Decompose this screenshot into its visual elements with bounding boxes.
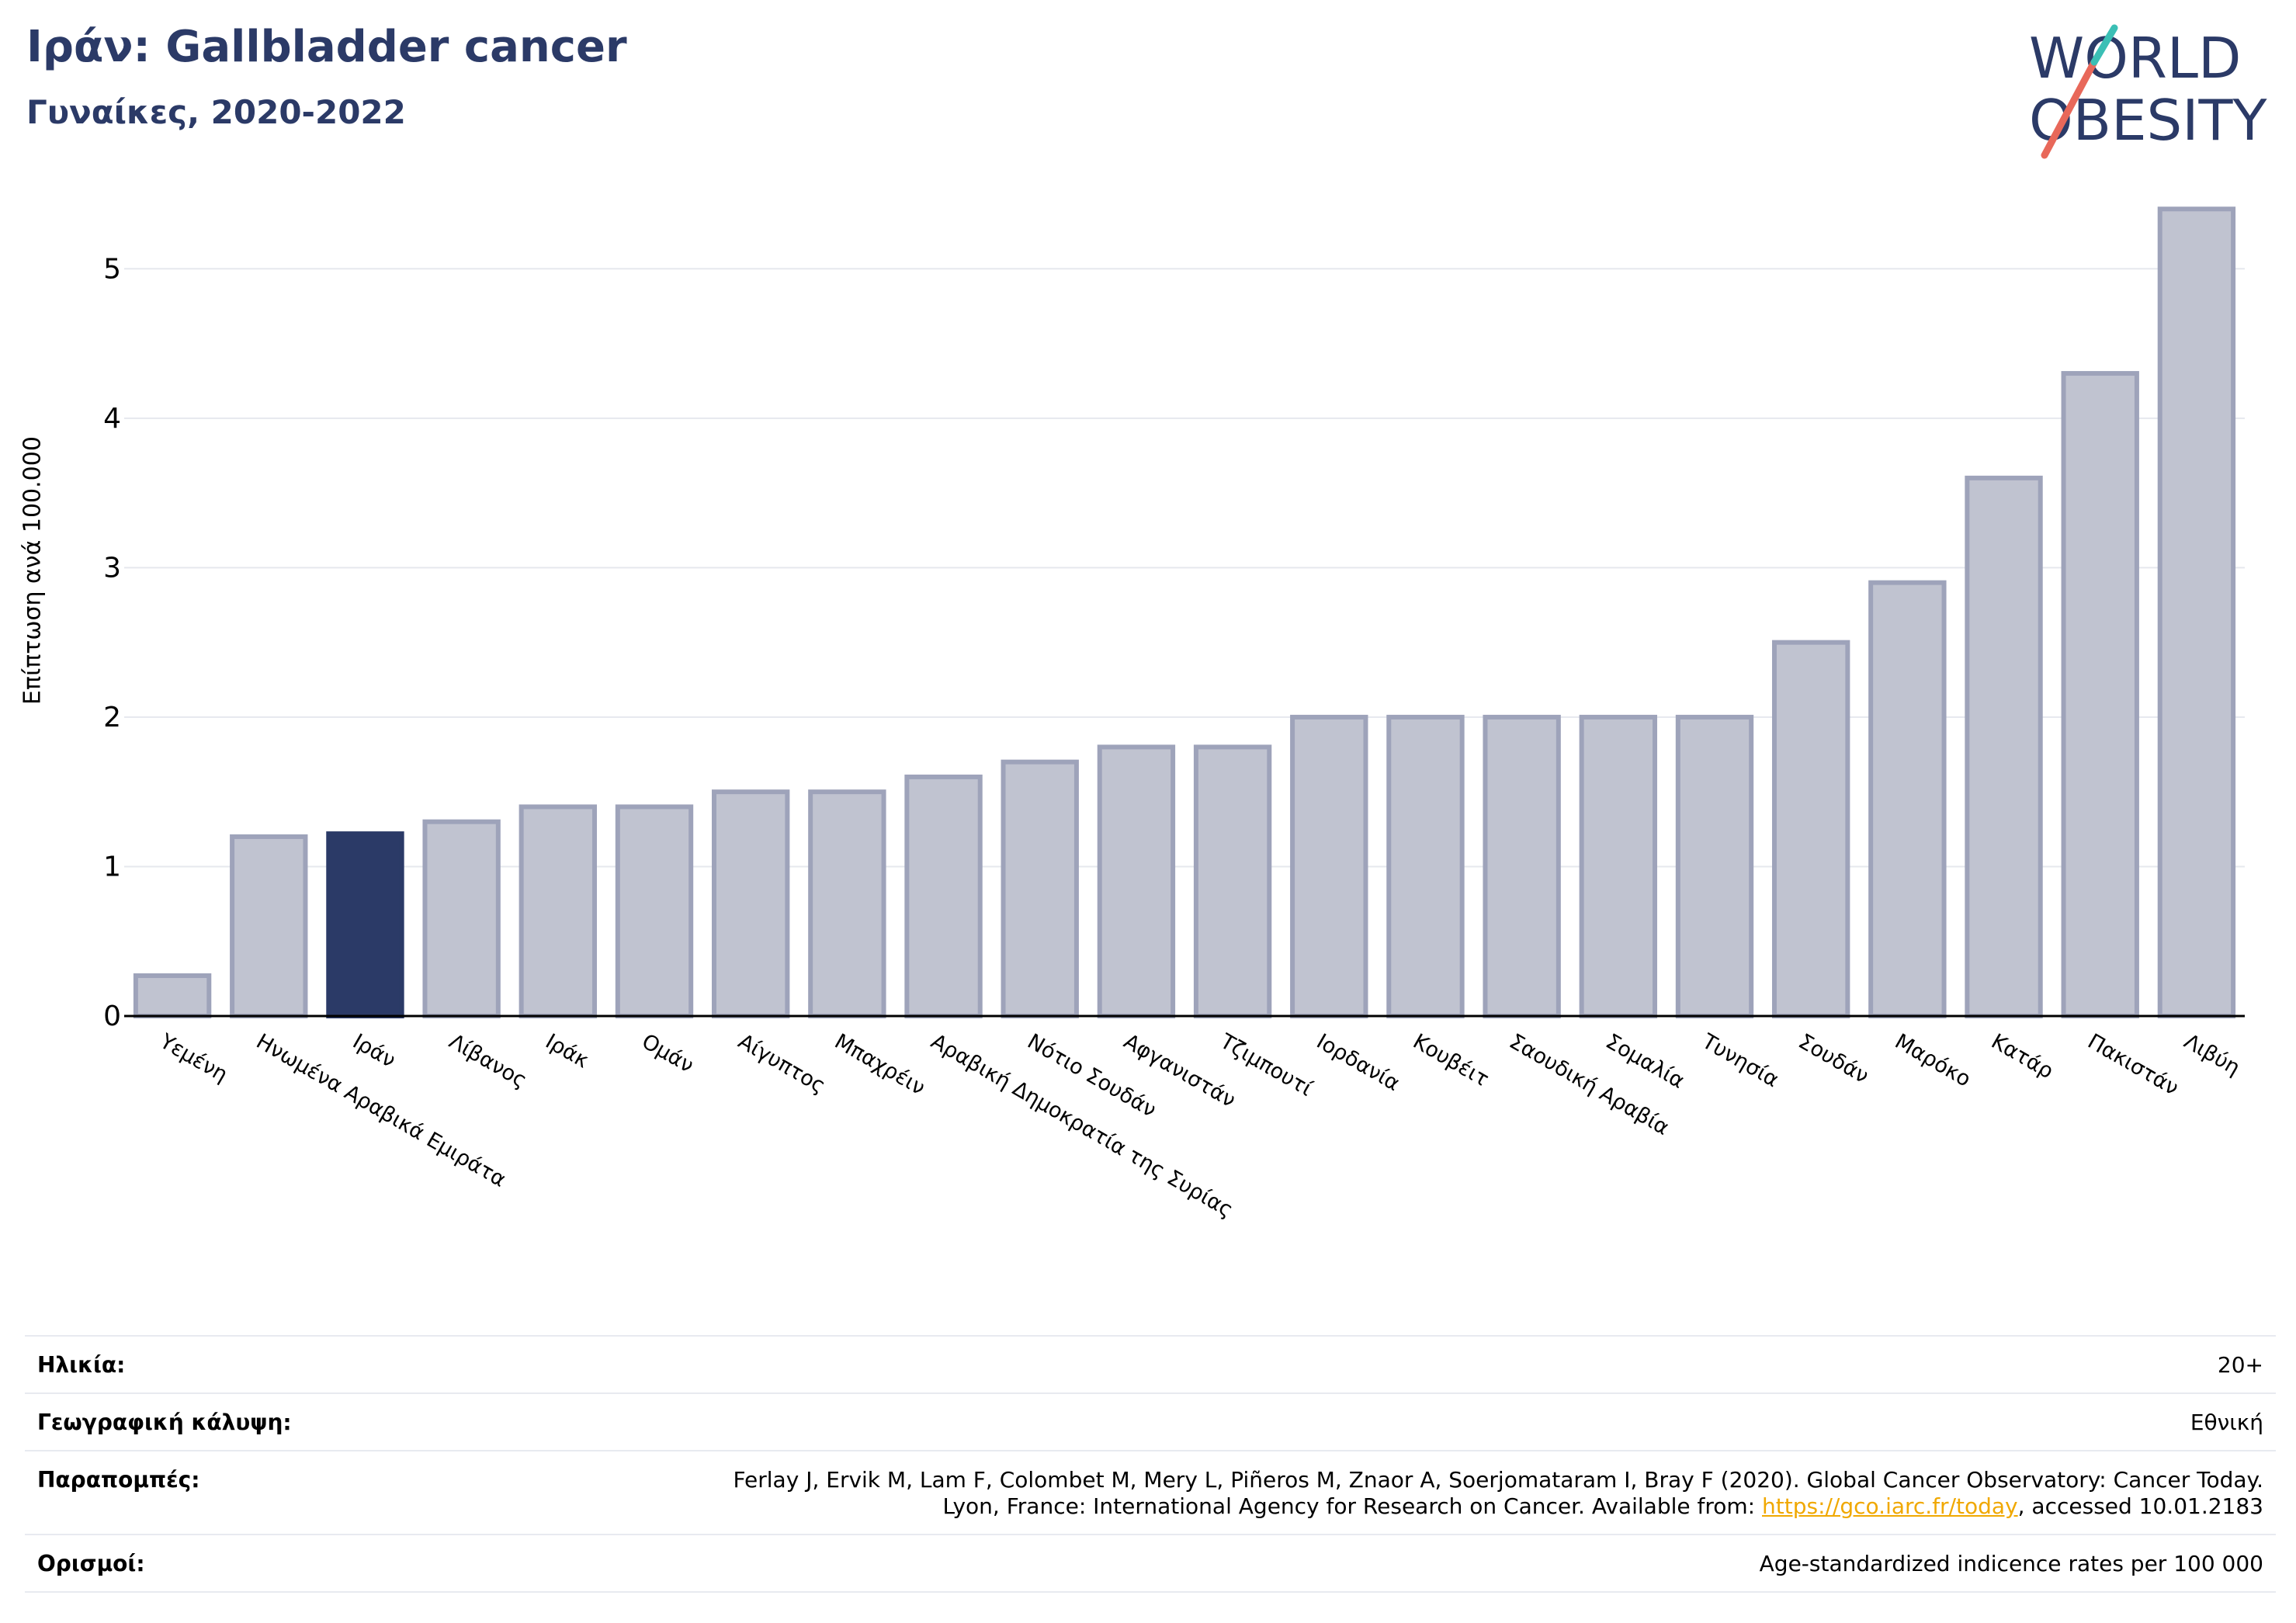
logo-slash-teal	[2090, 24, 2118, 66]
bar	[1193, 744, 1272, 1018]
meta-row-definitions: Ορισμοί: Age-standardized indicence rate…	[25, 1534, 2276, 1593]
meta-row-references: Παραπομπές: Ferlay J, Ervik M, Lam F, Co…	[25, 1450, 2276, 1534]
bar	[422, 819, 501, 1019]
x-tick-label: Λίβανος	[445, 1029, 531, 1093]
x-tick-label: Ιράν	[349, 1029, 400, 1073]
bar	[230, 834, 308, 1018]
x-tick-label: Τυνησία	[1698, 1029, 1783, 1093]
bar	[2061, 371, 2139, 1018]
y-tick-label: 1	[103, 851, 121, 883]
x-tick-label: Αίγυπτος	[734, 1029, 830, 1098]
references-line2-post: , accessed 10.01.2183	[2017, 1493, 2263, 1519]
bar	[711, 789, 790, 1018]
x-tick-label: Σαουδική Αραβία	[1505, 1029, 1673, 1140]
x-tick-label: Ιράκ	[541, 1029, 593, 1073]
bar	[133, 973, 212, 1018]
y-tick-label: 0	[103, 1001, 121, 1032]
bar	[1483, 714, 1561, 1019]
references-line1: Ferlay J, Ervik M, Lam F, Colombet M, Me…	[733, 1467, 2263, 1493]
meta-row-age: Ηλικία: 20+	[25, 1335, 2276, 1392]
y-tick-label: 3	[103, 552, 121, 584]
bar	[1771, 640, 1850, 1018]
references-line2-pre: Lyon, France: International Agency for R…	[942, 1493, 1762, 1519]
x-tick-label: Ομάν	[638, 1029, 698, 1078]
age-label: Ηλικία:	[37, 1352, 126, 1378]
bar	[1965, 475, 2043, 1018]
x-tick-label: Ιορδανία	[1313, 1029, 1404, 1096]
logo-line2: OBESITY	[2029, 88, 2267, 153]
bar	[1579, 714, 1658, 1019]
bar	[1290, 714, 1368, 1019]
x-tick-label: Σουδάν	[1795, 1029, 1873, 1088]
bar	[615, 804, 694, 1019]
x-tick-label: Υεμένη	[155, 1029, 232, 1087]
references-value: Ferlay J, Ervik M, Lam F, Colombet M, Me…	[733, 1467, 2263, 1520]
definitions-label: Ορισμοί:	[37, 1551, 145, 1576]
coverage-value: Εθνική	[2190, 1410, 2263, 1435]
x-tick-label: Λιβύη	[2180, 1029, 2244, 1080]
world-obesity-logo: WORLD OBESITY	[2029, 24, 2267, 159]
meta-row-coverage: Γεωγραφική κάλυψη: Εθνική	[25, 1392, 2276, 1450]
bar	[904, 774, 983, 1018]
y-tick-label: 5	[103, 253, 121, 285]
page-subtitle: Γυναίκες, 2020-2022	[26, 93, 406, 131]
x-tick-label: Κουβέιτ	[1409, 1029, 1493, 1091]
x-tick-label: Κατάρ	[1987, 1029, 2058, 1084]
page-title: Ιράν: Gallbladder cancer	[26, 22, 627, 72]
references-label: Παραπομπές:	[37, 1467, 200, 1493]
age-value: 20+	[2217, 1352, 2263, 1378]
bar	[1868, 580, 1947, 1018]
bar	[2157, 206, 2236, 1019]
logo-slash-red	[2041, 58, 2098, 159]
y-tick-label: 4	[103, 403, 121, 435]
bar	[1097, 744, 1176, 1018]
y-tick-label: 2	[103, 702, 121, 733]
x-tick-label: Σομαλία	[1601, 1029, 1688, 1094]
x-tick-label: Μπαχρέιν	[831, 1029, 929, 1100]
x-tick-label: Πακιστάν	[2083, 1029, 2183, 1101]
coverage-label: Γεωγραφική κάλυψη:	[37, 1410, 292, 1435]
bar	[1386, 714, 1465, 1019]
metadata-table: Ηλικία: 20+ Γεωγραφική κάλυψη: Εθνική Πα…	[25, 1335, 2276, 1593]
bar	[1001, 759, 1079, 1018]
definitions-value: Age-standardized indicence rates per 100…	[1759, 1551, 2263, 1576]
bar	[519, 804, 598, 1019]
references-link[interactable]: https://gco.iarc.fr/today	[1762, 1493, 2018, 1519]
x-tick-label: Μαρόκο	[1891, 1029, 1975, 1091]
bar	[326, 831, 404, 1019]
logo-line1: WORLD	[2029, 26, 2241, 91]
bar	[808, 789, 886, 1018]
bar	[1675, 714, 1754, 1019]
